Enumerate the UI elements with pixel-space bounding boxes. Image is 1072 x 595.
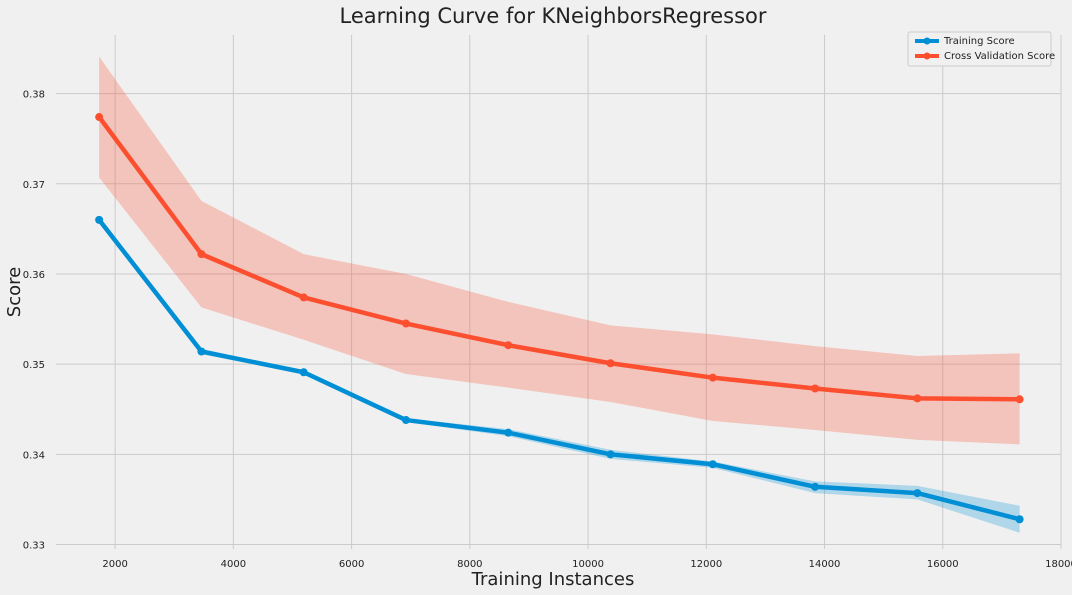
legend-marker-training (923, 37, 931, 45)
x-tick-label-0: 2000 (102, 559, 127, 570)
y-tick-label-3: 0.36 (23, 270, 45, 281)
y-tick-label-2: 0.35 (23, 360, 45, 371)
point-cv-8 (913, 394, 922, 403)
legend-box (907, 31, 1052, 67)
point-training-2 (299, 368, 308, 377)
line-training (96, 217, 1022, 522)
point-training-9 (1015, 515, 1024, 524)
point-cv-4 (504, 341, 513, 350)
point-cv-3 (401, 319, 410, 328)
x-tick-labels: 2000 4000 6000 8000 10000 12000 14000 16000 1800… (102, 559, 1072, 570)
x-tick-label-6: 14000 (809, 559, 841, 570)
band-cv (99, 56, 1020, 445)
point-cv-9 (1015, 395, 1024, 404)
x-tick-label-1: 4000 (221, 559, 246, 570)
x-tick-label-4: 10000 (572, 559, 604, 570)
point-training-0 (95, 215, 104, 224)
point-training-1 (197, 347, 206, 356)
grid (56, 35, 1062, 549)
x-axis-label: Training Instances (471, 569, 635, 590)
y-tick-label-4: 0.37 (23, 180, 45, 191)
legend-marker-cv (923, 52, 931, 60)
y-tick-label-0: 0.33 (23, 540, 45, 551)
y-tick-label-1: 0.34 (23, 450, 45, 461)
point-cv-0 (95, 113, 104, 122)
series-lines (96, 114, 1022, 522)
point-training-4 (504, 428, 513, 437)
band-training (99, 219, 1020, 533)
point-training-7 (811, 482, 820, 491)
point-training-8 (913, 489, 922, 498)
legend-label-training: Training Score (943, 36, 1015, 47)
y-tick-labels: 0.33 0.34 0.35 0.36 0.37 0.38 (23, 90, 45, 552)
y-tick-label-5: 0.38 (23, 90, 45, 101)
x-tick-label-2: 6000 (339, 559, 364, 570)
point-cv-7 (811, 384, 820, 393)
point-cv-2 (299, 293, 308, 302)
confidence-bands (99, 56, 1020, 533)
series-points (95, 113, 1024, 524)
x-tick-label-7: 16000 (927, 559, 959, 570)
point-training-3 (401, 416, 410, 425)
legend: Training Score Cross Validation Score (907, 31, 1055, 67)
point-cv-6 (708, 373, 717, 382)
point-training-6 (708, 460, 717, 469)
y-axis-label: Score (4, 267, 25, 317)
legend-label-cv: Cross Validation Score (944, 51, 1055, 62)
point-cv-5 (606, 359, 615, 368)
x-tick-label-3: 8000 (457, 559, 482, 570)
chart-title: Learning Curve for KNeighborsRegressor (339, 4, 766, 28)
line-cv (96, 114, 1022, 402)
x-tick-label-5: 12000 (690, 559, 722, 570)
point-cv-1 (197, 250, 206, 259)
point-training-5 (606, 450, 615, 459)
